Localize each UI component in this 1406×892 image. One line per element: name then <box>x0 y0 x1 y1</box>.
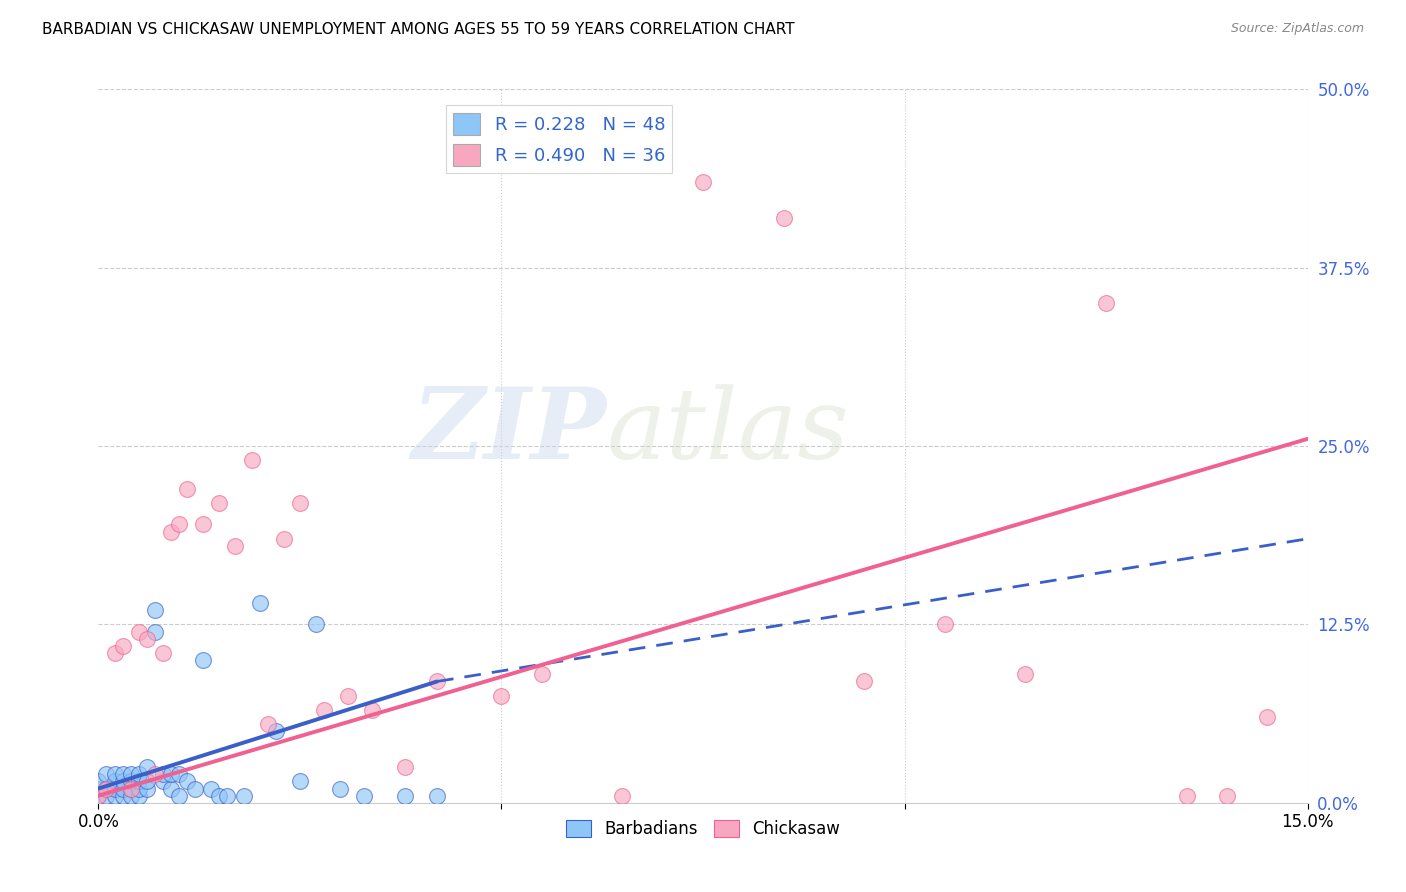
Point <box>111 774 134 789</box>
Point <box>1216 789 1239 803</box>
Point <box>120 789 142 803</box>
Point <box>200 781 222 796</box>
Point <box>120 767 142 781</box>
Point <box>120 774 142 789</box>
Point <box>240 453 263 467</box>
Point <box>314 703 336 717</box>
Point <box>111 639 134 653</box>
Point <box>329 781 352 796</box>
Point <box>135 774 157 789</box>
Point <box>103 789 125 803</box>
Point <box>103 767 125 781</box>
Point <box>160 781 183 796</box>
Point <box>111 767 134 781</box>
Point <box>337 689 360 703</box>
Point <box>111 789 134 803</box>
Point <box>160 767 183 781</box>
Point <box>692 175 714 189</box>
Point <box>143 603 166 617</box>
Point <box>1095 296 1118 310</box>
Point <box>256 717 278 731</box>
Point <box>491 689 513 703</box>
Text: atlas: atlas <box>606 384 849 479</box>
Point <box>167 789 190 803</box>
Point <box>103 781 125 796</box>
Point <box>143 624 166 639</box>
Point <box>193 517 215 532</box>
Point <box>135 632 157 646</box>
Point <box>224 539 246 553</box>
Point <box>1014 667 1036 681</box>
Point <box>273 532 295 546</box>
Point <box>160 524 183 539</box>
Point <box>152 774 174 789</box>
Point <box>612 789 634 803</box>
Point <box>1175 789 1198 803</box>
Point <box>193 653 215 667</box>
Point <box>288 774 311 789</box>
Point <box>394 760 416 774</box>
Point <box>87 789 110 803</box>
Point <box>103 774 125 789</box>
Text: Source: ZipAtlas.com: Source: ZipAtlas.com <box>1230 22 1364 36</box>
Point <box>152 767 174 781</box>
Point <box>128 624 150 639</box>
Point <box>96 767 118 781</box>
Point <box>232 789 254 803</box>
Point <box>135 760 157 774</box>
Point <box>426 674 449 689</box>
Point <box>1256 710 1278 724</box>
Point <box>96 781 118 796</box>
Point <box>128 767 150 781</box>
Legend: Barbadians, Chickasaw: Barbadians, Chickasaw <box>560 813 846 845</box>
Point <box>353 789 375 803</box>
Point <box>176 774 198 789</box>
Point <box>361 703 384 717</box>
Point <box>167 767 190 781</box>
Point <box>103 646 125 660</box>
Text: BARBADIAN VS CHICKASAW UNEMPLOYMENT AMONG AGES 55 TO 59 YEARS CORRELATION CHART: BARBADIAN VS CHICKASAW UNEMPLOYMENT AMON… <box>42 22 794 37</box>
Text: ZIP: ZIP <box>412 384 606 480</box>
Point <box>135 781 157 796</box>
Point <box>208 789 231 803</box>
Point <box>853 674 876 689</box>
Point <box>208 496 231 510</box>
Point <box>288 496 311 510</box>
Point <box>934 617 956 632</box>
Point <box>530 667 553 681</box>
Point <box>305 617 328 632</box>
Point <box>394 789 416 803</box>
Point <box>87 774 110 789</box>
Point <box>772 211 794 225</box>
Point <box>184 781 207 796</box>
Point <box>111 781 134 796</box>
Point <box>264 724 287 739</box>
Point <box>128 789 150 803</box>
Point <box>96 789 118 803</box>
Point <box>120 781 142 796</box>
Point <box>426 789 449 803</box>
Point <box>167 517 190 532</box>
Point <box>249 596 271 610</box>
Point <box>143 767 166 781</box>
Point <box>87 781 110 796</box>
Point <box>87 789 110 803</box>
Point <box>128 774 150 789</box>
Point <box>128 781 150 796</box>
Point <box>217 789 239 803</box>
Point <box>152 646 174 660</box>
Point <box>176 482 198 496</box>
Point <box>96 781 118 796</box>
Point <box>120 781 142 796</box>
